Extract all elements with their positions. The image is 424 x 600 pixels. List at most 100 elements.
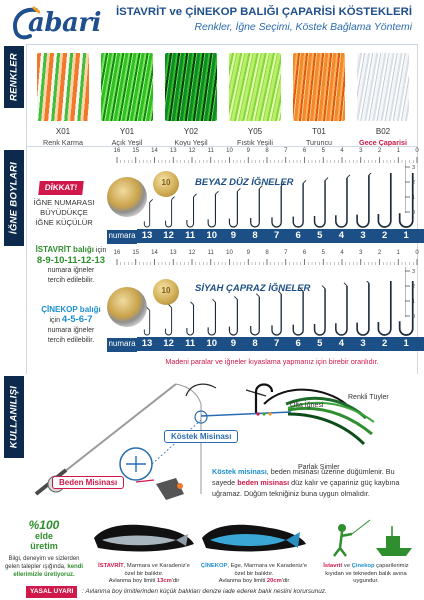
hook-number: 12 — [163, 230, 174, 241]
side-scale-top: 3 2 1 0 — [405, 163, 415, 215]
brand-logo: abari — [6, 2, 102, 42]
hook-number: 6 — [295, 230, 301, 241]
section-label-usage: KULLANILIŞI — [4, 376, 24, 458]
cinekop-info: ÇİNEKOP, Ege, Marmara ve Karadeniz'e öze… — [200, 518, 308, 586]
silver-hooks-title: SİYAH ÇAPRAZ İĞNELER — [195, 283, 311, 294]
hook-icon — [292, 183, 304, 228]
coin-10kurus-icon: 10 — [153, 171, 179, 197]
hook-icon — [377, 281, 392, 336]
hook-icon — [143, 202, 151, 228]
hook-number: 4 — [338, 338, 345, 349]
section-label-colors: RENKLER — [4, 46, 24, 108]
swatch-name: Koyu Yeşil — [174, 138, 208, 147]
side-scale-label: 3 — [412, 269, 415, 275]
hook-number: 10 — [206, 230, 218, 241]
hook-number: 4 — [338, 230, 345, 241]
swatch-code: B02 — [375, 127, 391, 136]
ruler-tick-label: 6 — [302, 148, 307, 154]
hook-icon — [186, 196, 195, 228]
ruler-tick-label: 2 — [377, 148, 382, 154]
ruler-tick-label: 14 — [151, 250, 158, 256]
swatch-name: Fıstık Yeşili — [237, 138, 273, 147]
ruler-tick-label: 5 — [321, 250, 325, 256]
ruler-tick-label: 6 — [302, 250, 307, 256]
ruler-tick-label: 0 — [415, 148, 419, 154]
hook-icon — [228, 299, 238, 336]
side-scale-label: 2 — [412, 284, 415, 290]
hook-number: 9 — [230, 338, 237, 349]
hook-icon — [228, 191, 238, 228]
beads-label: Parlak Simler — [298, 464, 340, 471]
swatch-x01[interactable] — [37, 53, 89, 121]
swatch-name: Gece Çaparisi — [359, 138, 407, 147]
usage-panel: Olta İğnesi Renkli Tüyler Parlak Simler … — [26, 374, 418, 512]
white-hooks-title: BEYAZ DÜZ İĞNELER — [195, 177, 294, 188]
handmade-badge: %100 elde üretim Bilgi, deneyim ve sizle… — [4, 518, 84, 578]
swatch-code: Y01 — [119, 127, 135, 136]
hook-icon — [356, 175, 370, 228]
ruler-tick-label: 16 — [113, 148, 121, 154]
coin-1tl-icon — [107, 177, 147, 217]
hook-icon — [250, 296, 260, 336]
swatch-name: Turuncu — [305, 138, 333, 147]
section-label-hooks: İĞNE BOYLARI — [4, 150, 24, 246]
hook-icon — [313, 288, 326, 336]
ruler-tick-label: 8 — [265, 250, 269, 256]
hook-icon — [207, 302, 217, 336]
beden-pill: Beden Misinası — [52, 476, 125, 489]
side-scale-label: 0 — [412, 314, 415, 319]
kostek-pill: Köstek Misinası — [164, 430, 239, 443]
feather-label: Renkli Tüyler — [348, 394, 389, 401]
swatch-b02[interactable] — [357, 53, 409, 121]
ruler-tick-label: 12 — [188, 148, 196, 154]
ruler-tick-label: 15 — [132, 148, 140, 154]
hook-number: 3 — [360, 338, 366, 349]
swatch-code: X01 — [55, 127, 71, 136]
dikkat-badge: DİKKAT! — [38, 181, 84, 195]
ruler-tick-label: 14 — [151, 148, 158, 154]
side-scale-label: 0 — [412, 210, 415, 215]
hook-icon — [377, 173, 392, 228]
hook-number: 13 — [141, 338, 153, 349]
ruler-tick-label: 1 — [396, 250, 400, 256]
ruler-tick-label: 0 — [415, 250, 419, 256]
ruler-tick-label: 5 — [321, 148, 325, 154]
ruler-tick-label: 15 — [132, 250, 140, 256]
hook-icon — [143, 310, 151, 336]
colors-panel: X01 Y01 Y02 Y05 T01 B02 Renk Karma Açık … — [26, 44, 418, 152]
hook-label: Olta İğnesi — [290, 402, 324, 409]
hook-number: 11 — [185, 338, 196, 349]
ruler-tick-label: 1 — [396, 148, 400, 154]
hook-number: 8 — [252, 338, 258, 349]
ruler-tick-label: 4 — [340, 250, 344, 256]
hook-number: 2 — [381, 230, 388, 241]
swatch-code: Y02 — [183, 127, 199, 136]
number-row-top: numara 13 12 11 10 9 8 7 6 5 4 3 2 1 — [107, 229, 424, 244]
swatch-t01[interactable] — [293, 53, 345, 121]
hook-number: 1 — [403, 338, 409, 349]
swatch-name: Renk Karma — [43, 138, 83, 147]
legal-tag: YASAL UYARI — [26, 586, 78, 598]
hook-icon — [292, 291, 304, 336]
hook-number: 12 — [163, 338, 174, 349]
hook-icon — [165, 307, 173, 336]
ruler-tick-label: 9 — [246, 148, 250, 154]
ruler-tick-label: 16 — [113, 250, 121, 256]
side-scale-label: 3 — [412, 165, 415, 171]
side-scale-bottom: 3 2 1 0 — [405, 267, 415, 319]
scale-footnote: Madeni paralar ve iğneler kıyaslama yapm… — [165, 357, 379, 366]
hook-icon — [250, 188, 260, 228]
ruler-tick-label: 10 — [226, 148, 233, 154]
hook-number: 1 — [403, 230, 409, 241]
swatch-y01[interactable] — [101, 53, 153, 121]
hooks-panel: 16 15 14 13 12 11 10 9 8 7 6 5 4 3 2 1 0 10 DİKKAT! İĞNE… — [26, 146, 424, 376]
legal-text: : Avlanma boy limitlerinden küçük balıkl… — [82, 588, 327, 595]
hook-number: 5 — [317, 338, 323, 349]
usage-description: Köstek misinası, beden misinası üzerine … — [212, 467, 400, 498]
hook-number: 13 — [141, 230, 153, 241]
ruler-tick-label: 13 — [169, 148, 177, 154]
ruler-tick-label: 12 — [188, 250, 196, 256]
swatch-y05[interactable] — [229, 53, 281, 121]
shore-boat-info: İstavrit ve Çinekop çapariler­imiz kıyıd… — [312, 518, 420, 586]
swatch-y02[interactable] — [165, 53, 217, 121]
